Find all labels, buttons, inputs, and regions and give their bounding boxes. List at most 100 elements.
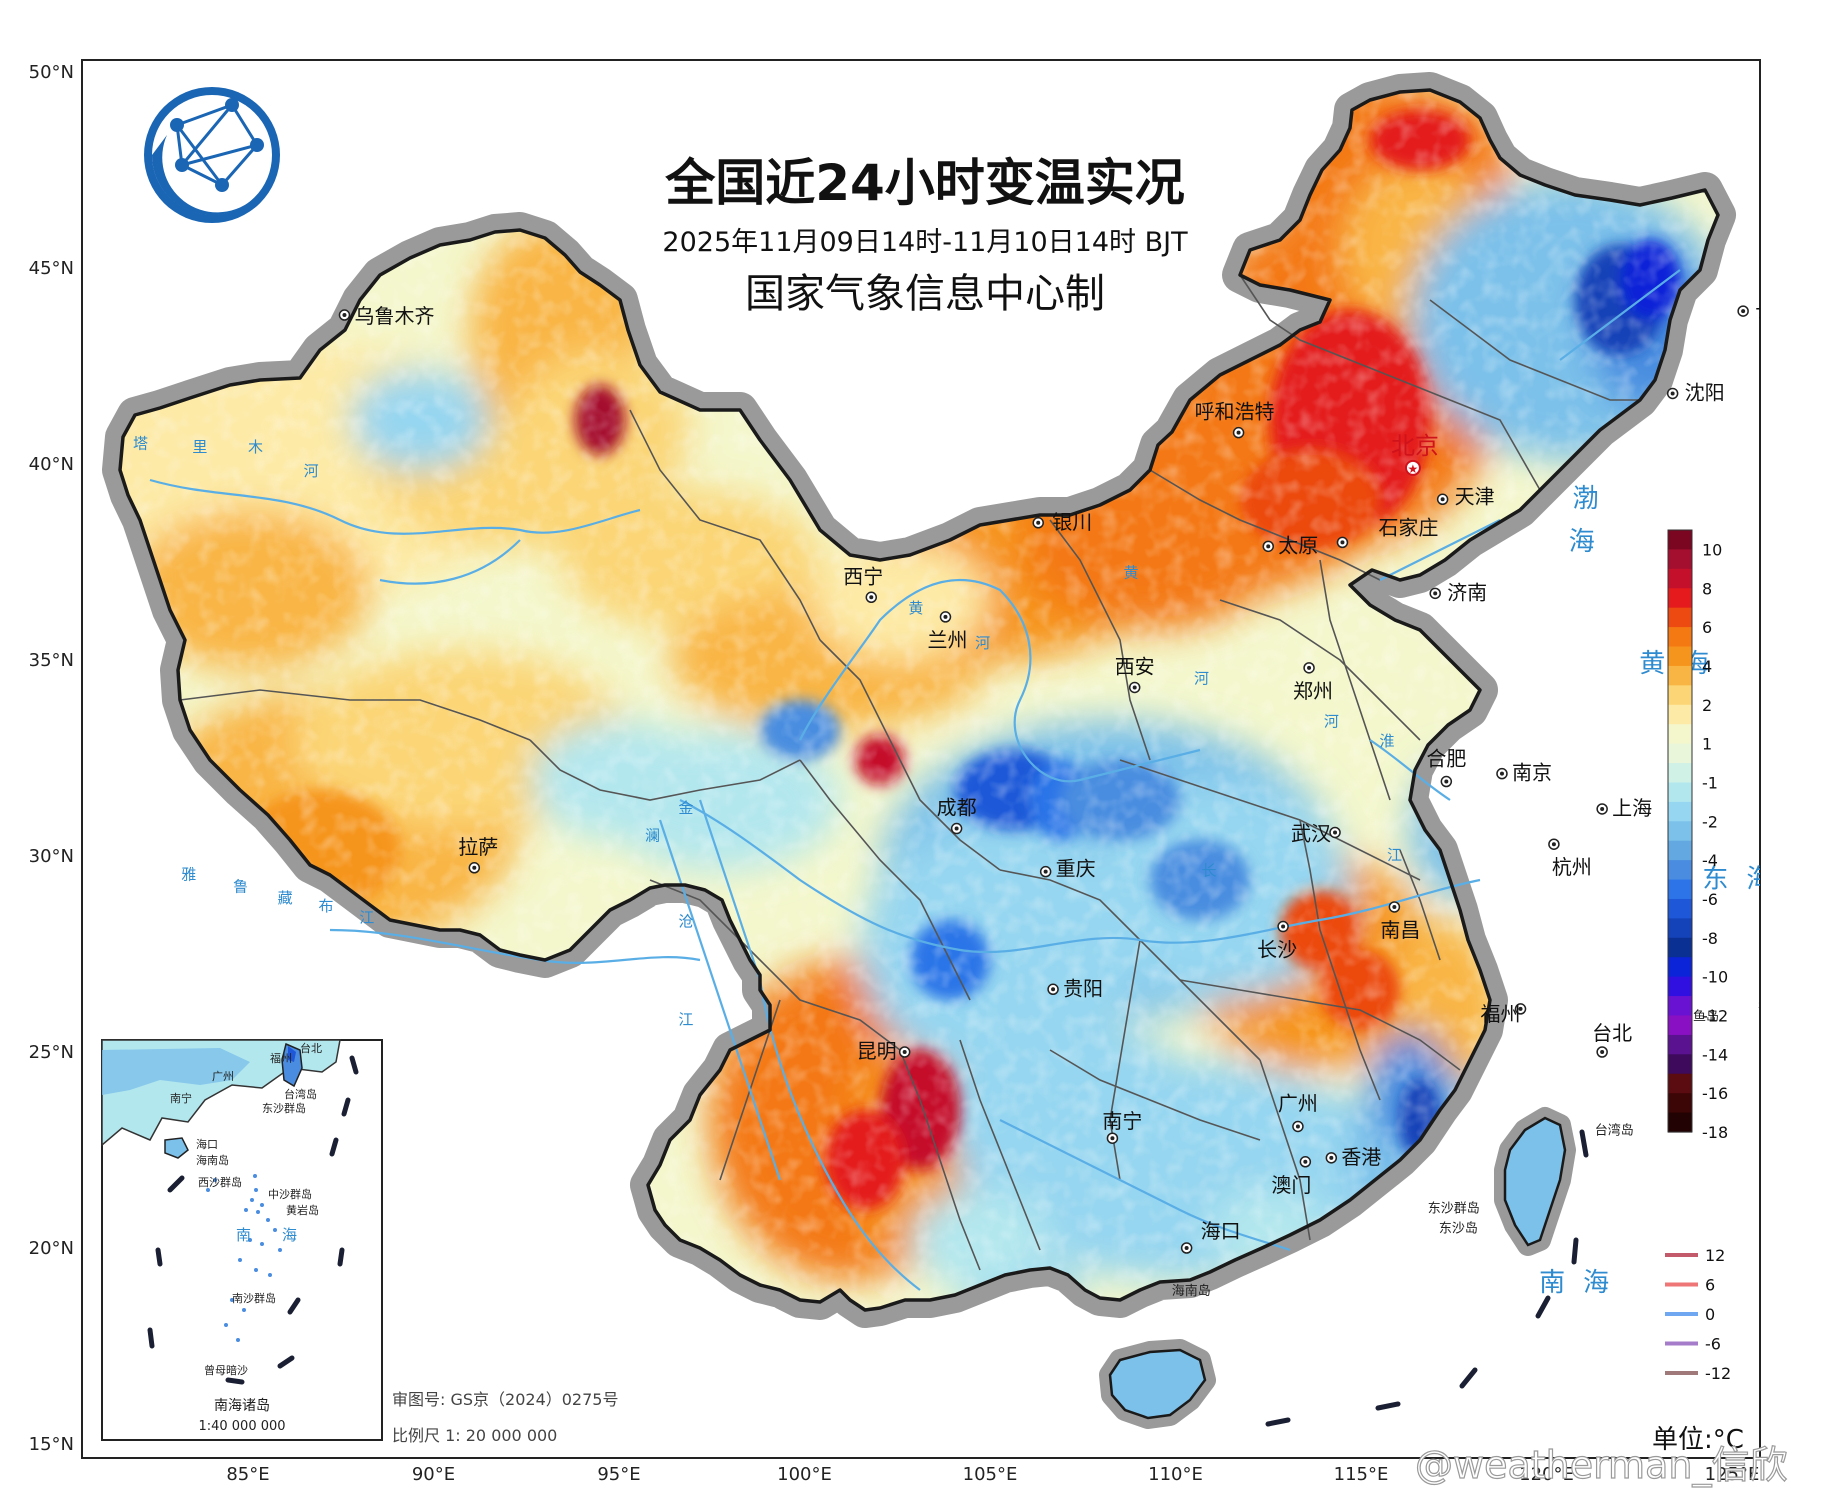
approval-number: 审图号: GS京（2024）0275号 — [392, 1390, 618, 1409]
legend-swatch — [1668, 743, 1692, 764]
lon-tick-label: 90°E — [412, 1464, 455, 1485]
sea-boundary-marks — [1265, 1129, 1589, 1427]
city-marker: 济南 — [1429, 580, 1487, 604]
city-marker: 天津 — [1436, 484, 1495, 508]
sea-label: 渤 — [1572, 484, 1616, 514]
lat-tick-label: 45°N — [29, 258, 74, 279]
legend-swatch — [1668, 957, 1692, 978]
river-label: 布 — [318, 897, 333, 915]
legend-swatch — [1668, 627, 1692, 648]
city-marker: 长春 — [1737, 298, 1760, 322]
legend-swatch — [1668, 1015, 1692, 1036]
inset-label: 海南岛 — [196, 1153, 229, 1167]
legend-label: -8 — [1702, 929, 1718, 948]
river-label: 河 — [1324, 713, 1339, 731]
city-marker: 重庆 — [1039, 857, 1096, 881]
legend-label: -12 — [1702, 1006, 1728, 1025]
lon-tick-label: 125°E — [1705, 1464, 1760, 1485]
legend-swatch — [1668, 879, 1692, 900]
organization: 国家气象信息中心制 — [745, 271, 1105, 317]
color-legend: 10 8 6 4 2 1 -1 -2 -4 -6 -8 -10 -12 -14 -16 -18 — [1667, 529, 1728, 1142]
line-legend-label: -12 — [1705, 1364, 1731, 1383]
map-subtitle: 2025年11月09日14时-11月10日14时 BJT — [662, 227, 1188, 258]
legend-swatch — [1668, 1073, 1692, 1094]
legend-label: 4 — [1702, 657, 1712, 676]
city-label: 南京 — [1512, 761, 1552, 785]
legend-swatch — [1668, 976, 1692, 997]
inset-label: 东沙群岛 — [262, 1101, 306, 1115]
city-label: 南宁 — [1102, 1109, 1142, 1133]
line-legend: 12 6 0 -6 -12 — [1665, 1246, 1731, 1383]
river-label: 黄 — [908, 599, 923, 617]
capital-marker: ★ 北京 — [1391, 432, 1439, 476]
city-marker: 长沙 — [1257, 920, 1297, 962]
inset-label: 南宁 — [170, 1091, 192, 1105]
legend-label: 10 — [1702, 540, 1722, 559]
river-label: 黄 — [1124, 564, 1139, 582]
lon-tick-label: 95°E — [597, 1464, 640, 1485]
city-label: 郑州 — [1293, 679, 1333, 703]
inset-title: 南海诸岛 — [214, 1398, 270, 1414]
city-label: 太原 — [1278, 533, 1318, 557]
legend-swatch — [1668, 937, 1692, 958]
legend-swatch — [1668, 996, 1692, 1017]
legend-swatch — [1668, 763, 1692, 784]
legend-swatch — [1668, 782, 1692, 803]
inset-scale: 1:40 000 000 — [198, 1419, 285, 1434]
city-marker: 太原 — [1262, 533, 1318, 557]
city-label: 福州 — [1481, 1002, 1521, 1026]
sea-label: 南海 — [1539, 1268, 1627, 1298]
city-label: 贵阳 — [1063, 976, 1103, 1000]
city-marker: 贵阳 — [1047, 976, 1103, 1000]
legend-label: -6 — [1702, 890, 1718, 909]
city-label: 武汉 — [1291, 821, 1331, 845]
legend-label: -14 — [1702, 1045, 1728, 1064]
legend-label: -2 — [1702, 812, 1718, 831]
longitude-labels: 85°E 90°E 95°E 100°E 105°E 110°E 115°E 120°E 125… — [226, 1464, 1759, 1485]
city-marker: 台北 — [1592, 1021, 1632, 1058]
legend-swatch — [1668, 665, 1692, 686]
line-legend-label: 12 — [1705, 1246, 1725, 1265]
island-label: 台湾岛 — [1595, 1122, 1634, 1138]
inset-label: 广州 — [212, 1070, 234, 1083]
legend-label: -18 — [1702, 1123, 1728, 1142]
city-label: 哈尔滨 — [1781, 212, 1840, 236]
island-label: 海南岛 — [1172, 1283, 1211, 1299]
city-marker: 呼和浩特 — [1195, 400, 1275, 439]
capital-label: 北京 — [1391, 432, 1439, 460]
legend-swatch — [1668, 1034, 1692, 1055]
river-label: 藏 — [278, 889, 293, 907]
city-label: 长沙 — [1257, 938, 1297, 962]
lat-tick-label: 25°N — [29, 1042, 74, 1063]
river-label: 雅 — [181, 866, 196, 884]
legend-label: -16 — [1702, 1084, 1728, 1103]
city-label: 天津 — [1455, 484, 1495, 508]
line-legend-label: 6 — [1705, 1276, 1715, 1295]
line-legend-label: 0 — [1705, 1305, 1715, 1324]
city-label: 台北 — [1592, 1021, 1632, 1045]
city-label: 沈阳 — [1685, 380, 1725, 404]
legend-swatch — [1668, 646, 1692, 667]
lat-tick-label: 30°N — [29, 846, 74, 867]
lon-tick-label: 110°E — [1148, 1464, 1203, 1485]
inset-label: 台北 — [300, 1041, 322, 1055]
river-label: 河 — [304, 462, 319, 480]
lat-tick-label: 50°N — [29, 62, 74, 83]
city-label: 石家庄 — [1378, 515, 1438, 539]
city-marker: 成都 — [937, 796, 977, 835]
river-label: 沧 — [678, 913, 693, 931]
city-marker: 郑州 — [1293, 662, 1333, 703]
national-border — [118, 88, 1720, 1312]
map-scale: 比例尺 1: 20 000 000 — [392, 1426, 557, 1445]
city-label: 西安 — [1115, 654, 1155, 678]
city-marker: 武汉 — [1291, 821, 1341, 845]
lon-tick-label: 120°E — [1519, 1464, 1574, 1485]
city-label: 合肥 — [1426, 747, 1466, 771]
south-china-sea-inset: 南宁 广州 福州 台北 台湾岛 东沙群岛 海口 海南岛 西沙群岛 中沙群岛 黄岩… — [101, 1039, 383, 1441]
city-label: 乌鲁木齐 — [354, 304, 434, 328]
lat-tick-label: 15°N — [29, 1434, 74, 1455]
city-marker: 乌鲁木齐 — [338, 304, 434, 328]
legend-label: 6 — [1702, 618, 1712, 637]
legend-swatch — [1668, 1054, 1692, 1075]
legend-swatch — [1668, 840, 1692, 861]
